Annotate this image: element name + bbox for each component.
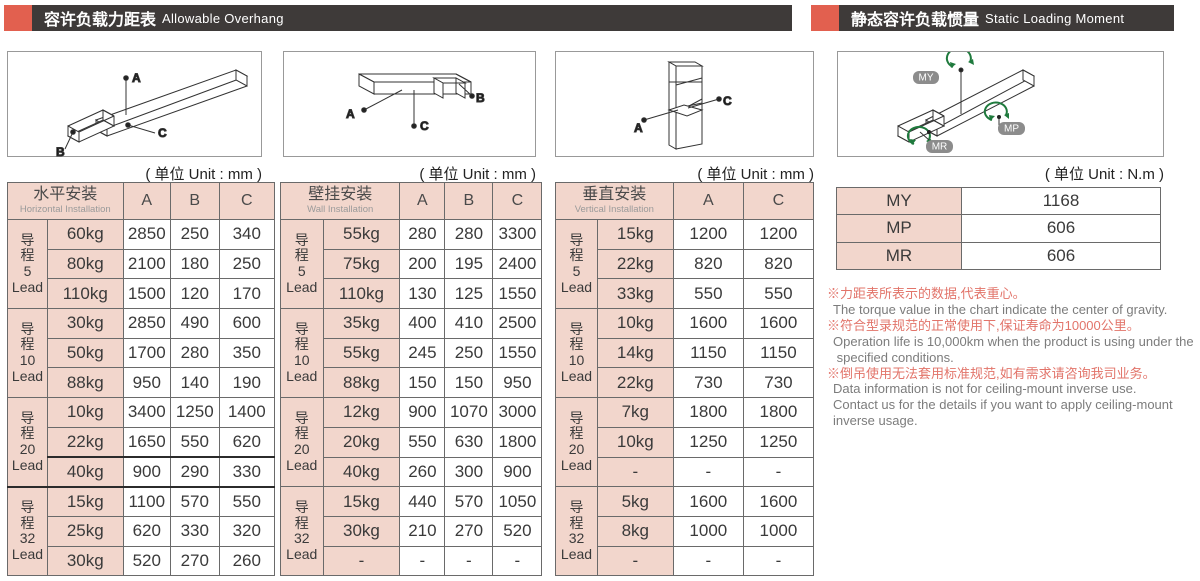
svg-text:B: B (476, 91, 485, 105)
svg-text:C: C (420, 119, 429, 133)
svg-text:A: A (346, 107, 355, 121)
svg-text:C: C (723, 94, 732, 108)
svg-text:MP: MP (1004, 124, 1019, 135)
svg-text:MR: MR (932, 142, 948, 153)
svg-text:MY: MY (919, 73, 934, 84)
svg-text:C: C (158, 126, 167, 140)
svg-text:A: A (634, 121, 643, 135)
svg-text:A: A (132, 71, 141, 85)
svg-text:B: B (56, 145, 65, 158)
